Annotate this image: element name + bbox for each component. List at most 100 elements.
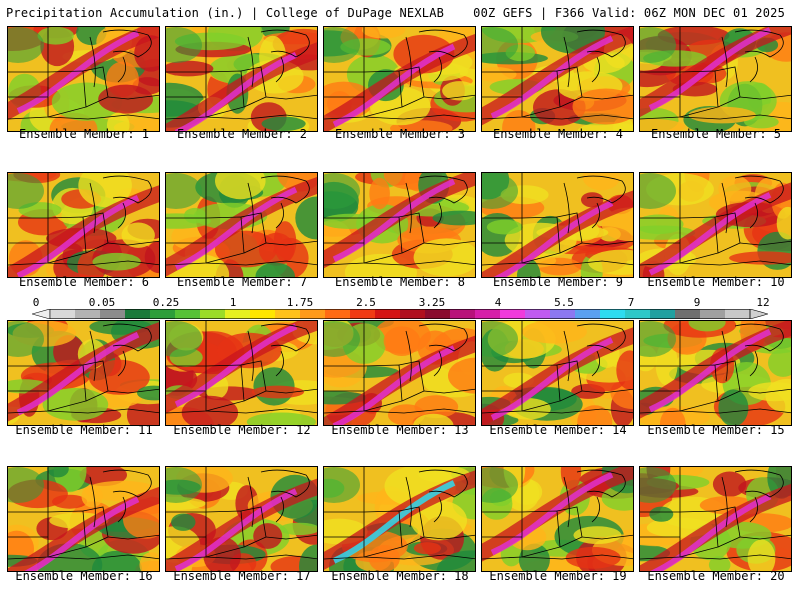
precip-field [482, 467, 633, 571]
colorbar-swatch [675, 309, 701, 319]
precip-field [324, 27, 475, 131]
colorbar-swatch [175, 309, 201, 319]
ensemble-member-label: Ensemble Member: 5 [650, 127, 782, 141]
ensemble-member-map [323, 26, 476, 132]
colorbar-tick-label: 12 [756, 296, 770, 309]
ensemble-member-label: Ensemble Member: 12 [173, 423, 311, 437]
ensemble-member-map [7, 26, 160, 132]
ensemble-member-label: Ensemble Member: 4 [492, 127, 624, 141]
colorbar-tick-label: 1 [229, 296, 237, 309]
colorbar-swatch [125, 309, 151, 319]
ensemble-member-map [7, 320, 160, 426]
precip-field [324, 173, 475, 277]
ensemble-member-label: Ensemble Member: 9 [492, 275, 624, 289]
ensemble-member-map [481, 172, 634, 278]
colorbar-swatch [150, 309, 176, 319]
precip-field [640, 27, 791, 131]
colorbar-tick-label: 9 [693, 296, 701, 309]
colorbar-tick-label: 2.5 [356, 296, 376, 309]
colorbar-tick-label: 4 [494, 296, 502, 309]
colorbar-swatch [525, 309, 551, 319]
precip-field [640, 467, 791, 571]
ensemble-member-map [323, 320, 476, 426]
colorbar-swatch [700, 309, 726, 319]
ensemble-member-label: Ensemble Member: 11 [15, 423, 153, 437]
colorbar-swatch [350, 309, 376, 319]
precip-field [166, 27, 317, 131]
ensemble-member-label: Ensemble Member: 8 [334, 275, 466, 289]
ensemble-member-map [165, 172, 318, 278]
ensemble-member-map [323, 466, 476, 572]
colorbar-swatch [375, 309, 401, 319]
ensemble-member-map [165, 320, 318, 426]
map-title: Precipitation Accumulation (in.) | Colle… [6, 6, 445, 20]
precip-field [8, 173, 159, 277]
ensemble-member-label: Ensemble Member: 1 [18, 127, 150, 141]
colorbar-swatch [475, 309, 501, 319]
colorbar-tick-label: 0 [32, 296, 40, 309]
colorbar-swatch [275, 309, 301, 319]
colorbar-swatch [325, 309, 351, 319]
colorbar-swatch [500, 309, 526, 319]
ensemble-member-label: Ensemble Member: 13 [331, 423, 469, 437]
ensemble-member-map [639, 26, 792, 132]
colorbar-swatch [550, 309, 576, 319]
colorbar-max-arrow [749, 309, 768, 319]
ensemble-member-label: Ensemble Member: 2 [176, 127, 308, 141]
ensemble-member-label: Ensemble Member: 18 [331, 569, 469, 583]
ensemble-member-map [639, 320, 792, 426]
colorbar-swatch [600, 309, 626, 319]
colorbar-swatch [725, 309, 751, 319]
ensemble-member-map [7, 172, 160, 278]
ensemble-member-label: Ensemble Member: 16 [15, 569, 153, 583]
precip-field [482, 173, 633, 277]
colorbar-swatch [400, 309, 426, 319]
ensemble-member-label: Ensemble Member: 20 [647, 569, 785, 583]
precip-field [482, 27, 633, 131]
ensemble-member-label: Ensemble Member: 3 [334, 127, 466, 141]
ensemble-member-label: Ensemble Member: 7 [176, 275, 308, 289]
colorbar-swatch [625, 309, 651, 319]
colorbar-swatch [200, 309, 226, 319]
ensemble-member-label: Ensemble Member: 10 [647, 275, 785, 289]
precip-field [166, 467, 317, 571]
ensemble-member-label: Ensemble Member: 17 [173, 569, 311, 583]
ensemble-member-map [481, 466, 634, 572]
colorbar-swatch [575, 309, 601, 319]
precip-field [8, 321, 159, 425]
ensemble-member-label: Ensemble Member: 14 [489, 423, 627, 437]
colorbar-swatch [425, 309, 451, 319]
precip-field [166, 173, 317, 277]
ensemble-member-label: Ensemble Member: 15 [647, 423, 785, 437]
precip-field [640, 173, 791, 277]
precip-field [8, 27, 159, 131]
ensemble-member-map [639, 172, 792, 278]
colorbar-min-arrow [32, 309, 51, 319]
colorbar-swatch [250, 309, 276, 319]
colorbar-tick-label: 0.25 [152, 296, 180, 309]
colorbar-tick-label: 7 [627, 296, 635, 309]
ensemble-member-map [481, 320, 634, 426]
ensemble-member-map [7, 466, 160, 572]
ensemble-member-map [323, 172, 476, 278]
colorbar-tick-label: 0.05 [88, 296, 116, 309]
colorbar-tick-label: 1.75 [286, 296, 314, 309]
colorbar-swatch [100, 309, 126, 319]
colorbar-tick-label: 5.5 [554, 296, 574, 309]
ensemble-member-map [481, 26, 634, 132]
colorbar-swatch [75, 309, 101, 319]
colorbar-swatch [50, 309, 76, 319]
colorbar-swatch [300, 309, 326, 319]
precip-field [640, 321, 791, 425]
colorbar-swatch [650, 309, 676, 319]
precip-colorbar [32, 309, 768, 319]
ensemble-member-map [165, 26, 318, 132]
precip-field [324, 467, 475, 571]
ensemble-member-map [165, 466, 318, 572]
precip-field [8, 467, 159, 571]
valid-time: 00Z GEFS | F366 Valid: 06Z MON DEC 01 20… [473, 6, 785, 20]
precip-field [482, 321, 633, 425]
ensemble-member-map [639, 466, 792, 572]
precip-field [324, 321, 475, 425]
ensemble-member-label: Ensemble Member: 6 [18, 275, 150, 289]
